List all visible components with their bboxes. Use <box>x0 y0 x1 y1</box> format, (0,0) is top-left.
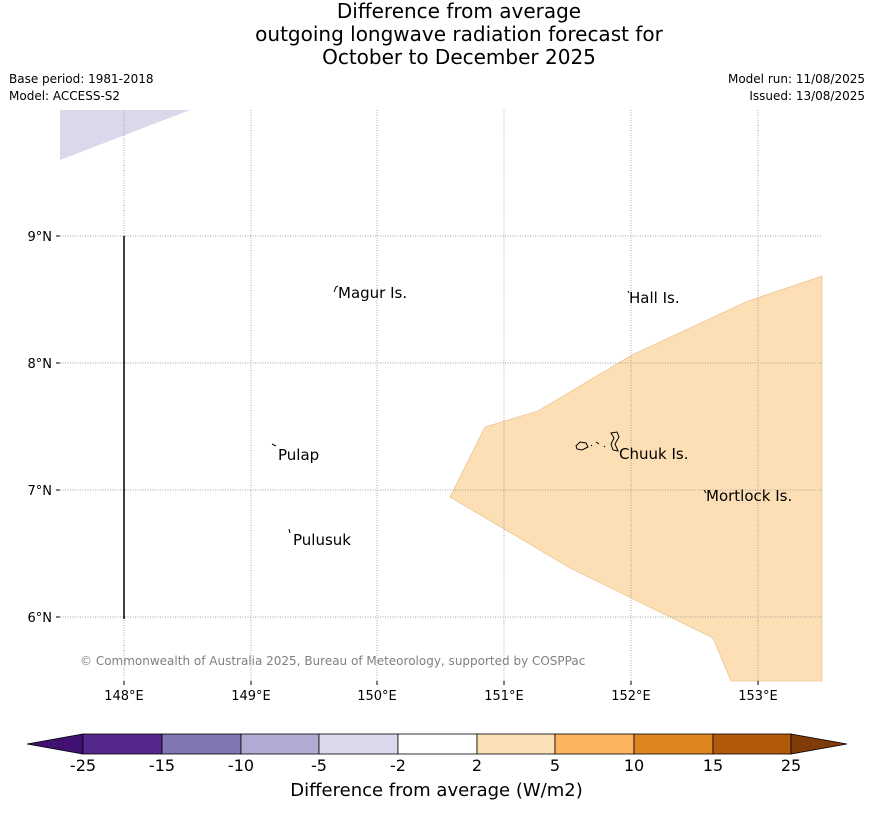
lon-tick-148e: 148°E <box>104 689 144 704</box>
lon-tick-150e: 150°E <box>357 689 397 704</box>
island-outlines <box>271 285 707 534</box>
issued-date: Issued: 13/08/2025 <box>749 89 865 103</box>
title-line-1: Difference from average <box>336 0 582 23</box>
place-label-hall: Hall Is. <box>629 289 680 307</box>
colorbar-bin-5 <box>397 733 478 755</box>
colorbar-bin-1 <box>82 733 163 755</box>
colorbar-bin-4 <box>318 733 399 755</box>
positive-anomaly-region <box>449 275 823 682</box>
colorbar-tick-label: 25 <box>781 756 801 775</box>
colorbar-extend-high <box>790 733 848 755</box>
colorbar-bin-8 <box>633 733 714 755</box>
place-label-mortlock: Mortlock Is. <box>706 487 792 505</box>
place-label-pulusuk: Pulusuk <box>293 531 351 549</box>
place-label-pulap: Pulap <box>278 446 319 464</box>
colorbar-bin-3 <box>240 733 320 755</box>
colorbar-tick-label: 5 <box>550 756 560 775</box>
copyright-notice: © Commonwealth of Australia 2025, Bureau… <box>80 654 585 668</box>
lon-tick-151e: 151°E <box>484 689 524 704</box>
tick-marks <box>56 235 759 685</box>
place-label-magur: Magur Is. <box>338 284 407 302</box>
lat-tick-8n: 8°N <box>28 357 53 372</box>
negative-anomaly-region <box>60 110 190 160</box>
colorbar-tick-label: -2 <box>390 756 406 775</box>
colorbar-tick-label: -15 <box>149 756 175 775</box>
base-period: Base period: 1981-2018 <box>9 72 154 86</box>
model-name: Model: ACCESS-S2 <box>9 89 121 103</box>
lon-tick-149e: 149°E <box>231 689 271 704</box>
colorbar-tick-label: -5 <box>311 756 327 775</box>
colorbar-tick-label: -10 <box>228 756 254 775</box>
colorbar-bin-9 <box>712 733 792 755</box>
colorbar-bin-6 <box>476 733 556 755</box>
model-run: Model run: 11/08/2025 <box>727 72 865 86</box>
map-title: Difference from average outgoing longwav… <box>0 0 873 69</box>
colorbar <box>26 733 848 755</box>
lon-tick-152e: 152°E <box>611 689 651 704</box>
meta-right: Model run: 11/08/2025 Issued: 13/08/2025 <box>728 71 865 105</box>
colorbar-bin-2 <box>161 733 242 755</box>
colorbar-tick-label: -25 <box>70 756 96 775</box>
colorbar-title: Difference from average (W/m2) <box>290 780 583 801</box>
colorbar-tick-label: 2 <box>472 756 482 775</box>
lat-tick-7n: 7°N <box>28 484 53 499</box>
colorbar-tick-label: 15 <box>703 756 723 775</box>
title-line-3: October to December 2025 <box>322 45 596 69</box>
meta-left: Base period: 1981-2018 Model: ACCESS-S2 <box>9 71 154 105</box>
colorbar-tick-label: 10 <box>624 756 644 775</box>
place-label-chuuk: Chuuk Is. <box>619 445 688 463</box>
colorbar-extend-low <box>26 733 84 755</box>
lat-tick-6n: 6°N <box>28 611 53 626</box>
title-line-2: outgoing longwave radiation forecast for <box>255 22 663 46</box>
lat-tick-9n: 9°N <box>28 230 53 245</box>
colorbar-bin-7 <box>554 733 635 755</box>
lon-tick-153e: 153°E <box>738 689 778 704</box>
